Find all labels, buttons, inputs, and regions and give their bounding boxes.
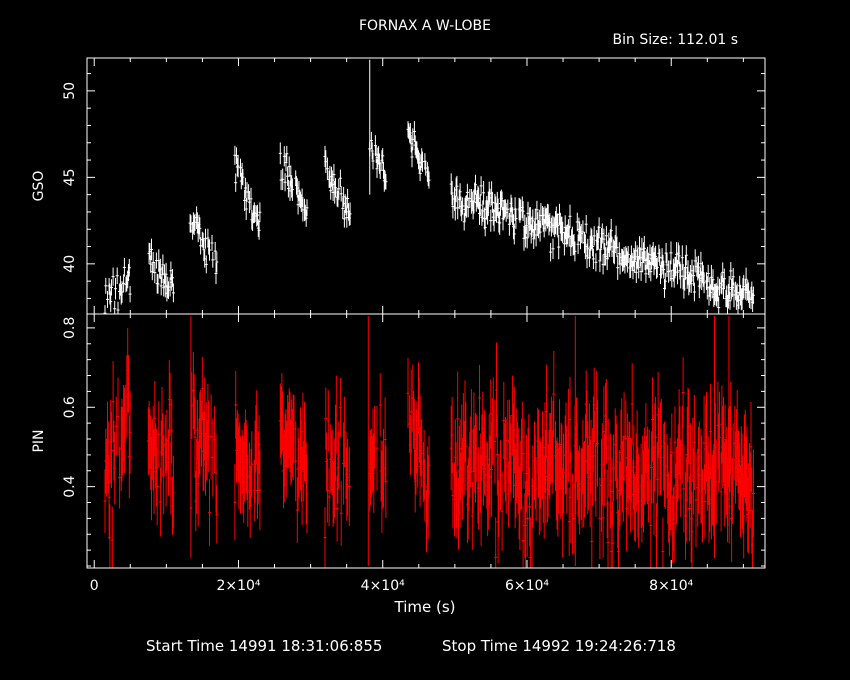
pin-data-points	[103, 315, 755, 568]
gso-ylabel: GSO	[31, 171, 47, 202]
pin-ytick-label: 0.4	[62, 475, 78, 497]
start-time-label: Start Time 14991 18:31:06:855	[146, 637, 382, 655]
x-tick-label: 0	[90, 578, 99, 594]
pin-tick-marks: 0.4 0.6 0.8 0 2×10⁴ 4×10⁴ 6×10⁴ 8×10⁴	[62, 314, 765, 594]
gso-ytick-label: 50	[62, 82, 78, 100]
x-axis-label: Time (s)	[394, 598, 456, 616]
x-tick-label: 2×10⁴	[216, 578, 260, 594]
pin-ytick-label: 0.8	[62, 317, 78, 339]
x-tick-label: 8×10⁴	[649, 578, 693, 594]
gso-ytick-label: 40	[62, 255, 78, 273]
gso-data-points	[103, 59, 755, 314]
pin-ylabel: PIN	[31, 429, 47, 452]
gso-panel: 40 45 50 GSO	[31, 57, 766, 315]
stop-time-label: Stop Time 14992 19:24:26:718	[442, 637, 676, 655]
x-tick-label: 6×10⁴	[505, 578, 549, 594]
chart-title: FORNAX A W-LOBE	[359, 18, 491, 34]
pin-ytick-label: 0.6	[62, 396, 78, 418]
pin-panel: 0.4 0.6 0.8 0 2×10⁴ 4×10⁴ 6×10⁴ 8×10⁴ PIN	[31, 313, 766, 594]
gso-ytick-label: 45	[62, 168, 78, 186]
pin-axes-frame	[86, 313, 766, 569]
gso-tick-marks: 40 45 50	[62, 58, 765, 314]
x-tick-label: 4×10⁴	[361, 578, 405, 594]
bin-size-label: Bin Size: 112.01 s	[613, 32, 738, 48]
